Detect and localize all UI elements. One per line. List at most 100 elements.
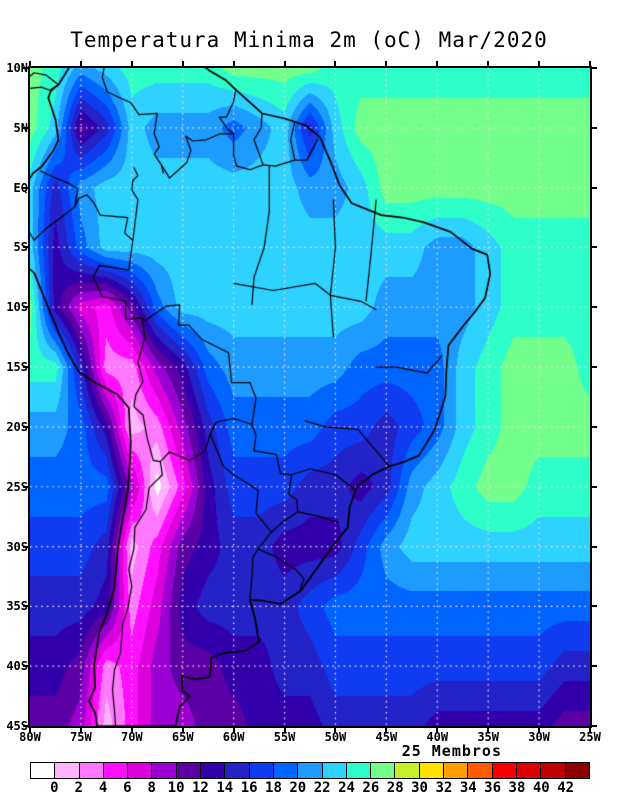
colorbar-cell [394,762,420,779]
lat-tick-label: 10S [6,300,28,315]
colorbar-cell [370,762,396,779]
axis-tick [130,61,133,68]
colorbar-tick-label: 42 [557,780,575,796]
lat-tick-label: 10N [6,61,28,75]
colorbar-cell [200,762,226,779]
colorbar-tick-label: 22 [313,780,331,796]
colorbar-tick-label: 20 [289,780,307,796]
colorbar-cell [564,762,590,779]
lon-tick-label: 40W [426,730,449,744]
colorbar-cell [224,762,250,779]
colorbar-cell [443,762,469,779]
lat-tick-label: 5S [13,240,28,255]
lat-tick-label: 45S [6,719,28,733]
axis-tick [590,665,597,668]
colorbar-cell [345,762,372,779]
axis-tick [130,726,133,733]
axis-tick [232,61,235,68]
colorbar-cell [102,762,129,779]
axis-tick [487,726,490,733]
colorbar-tick-label: 2 [74,780,83,796]
axis-tick [232,726,235,733]
chart-title: Temperatura Minima 2m (oC) Mar/2020 [70,28,548,52]
temperature-map-canvas [30,68,590,726]
axis-tick [385,726,388,733]
axis-tick [590,725,597,727]
axis-tick [23,545,30,548]
axis-tick [589,726,591,733]
axis-tick [590,67,597,69]
lon-tick-label: 55W [273,730,296,744]
colorbar-tick-label: 6 [123,780,132,796]
lat-tick-label: 35S [6,599,28,614]
axis-tick [589,61,591,68]
lon-tick-label: 25W [579,730,601,744]
lat-tick-label: 20S [6,419,28,434]
colorbar-tick-label: 0 [50,780,59,796]
colorbar-tick-label: 24 [338,780,355,796]
colorbar-tick-label: 14 [216,780,234,796]
axis-tick [436,726,439,733]
axis-tick [590,485,597,488]
axis-tick [23,725,30,727]
colorbar [30,762,590,779]
axis-tick [181,726,184,733]
axis-tick [283,61,286,68]
axis-tick [538,61,541,68]
lon-tick-label: 70W [120,730,143,744]
colorbar-cell [127,762,153,779]
colorbar-tick-label: 32 [435,780,453,796]
axis-tick [590,246,597,249]
axis-tick [436,61,439,68]
axis-tick [29,726,31,733]
members-label: 25 Membros [401,742,502,760]
axis-tick [23,485,30,488]
colorbar-cell [418,762,445,779]
axis-tick [23,425,30,428]
colorbar-cell [467,762,493,779]
axis-tick [79,726,82,733]
lat-tick-label: 25S [6,479,28,494]
colorbar-cell [491,762,517,779]
colorbar-tick-label: 12 [191,780,209,796]
colorbar-tick-label: 40 [532,780,550,796]
axis-tick [23,366,30,369]
axis-tick [23,605,30,608]
axis-tick [23,306,30,309]
colorbar-cell [321,762,347,779]
colorbar-tick-label: 8 [147,780,156,796]
axis-tick [590,425,597,428]
colorbar-cell [175,762,202,779]
axis-tick [590,545,597,548]
lon-tick-label: 45W [375,730,398,744]
colorbar-tick-label: 4 [98,780,108,796]
colorbar-cell [540,762,566,779]
axis-tick [23,126,30,129]
colorbar-cell [54,762,80,779]
lat-tick-label: 5N [13,120,28,135]
lat-tick-label: EQ [13,180,28,195]
colorbar-cell [515,762,542,779]
axis-tick [334,61,337,68]
axis-tick [487,61,490,68]
colorbar-tick-label: 28 [386,780,404,796]
lon-tick-label: 35W [477,730,500,744]
colorbar-tick-label: 30 [411,780,428,796]
axis-tick [283,726,286,733]
lon-tick-label: 30W [528,730,550,744]
colorbar-tick-label: 18 [265,780,282,796]
lat-tick-label: 15S [6,360,28,375]
colorbar-cell [272,762,299,779]
axis-tick [590,186,597,189]
axis-tick [29,61,31,68]
axis-tick [23,665,30,668]
axis-tick [590,366,597,369]
lon-tick-label: 50W [324,730,347,744]
lat-tick-label: 30S [6,539,28,554]
colorbar-tick-label: 38 [508,780,526,796]
axis-tick [181,61,184,68]
colorbar-tick-label: 34 [459,780,477,796]
lat-tick-label: 40S [6,659,28,674]
axis-tick [23,246,30,249]
